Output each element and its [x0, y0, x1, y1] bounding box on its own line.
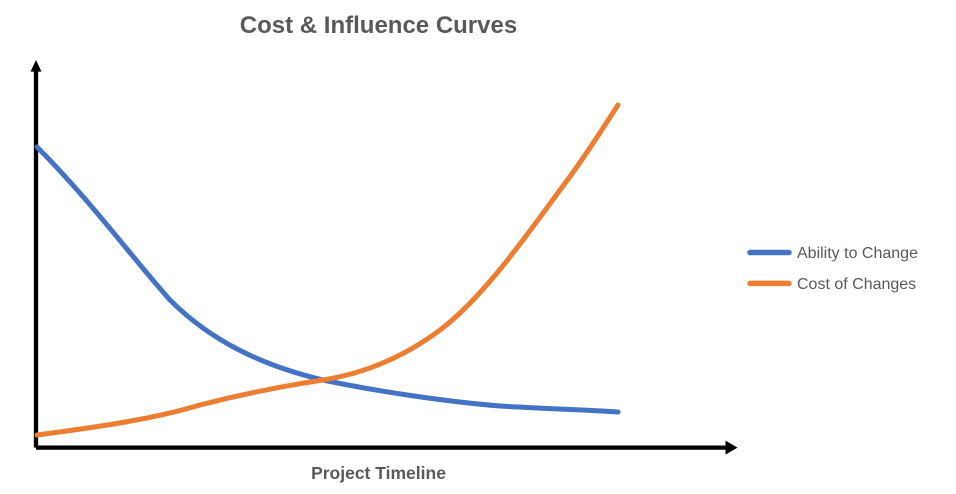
- svg-text:Ability to Change: Ability to Change: [797, 245, 918, 262]
- svg-text:Cost of Changes: Cost of Changes: [797, 276, 916, 293]
